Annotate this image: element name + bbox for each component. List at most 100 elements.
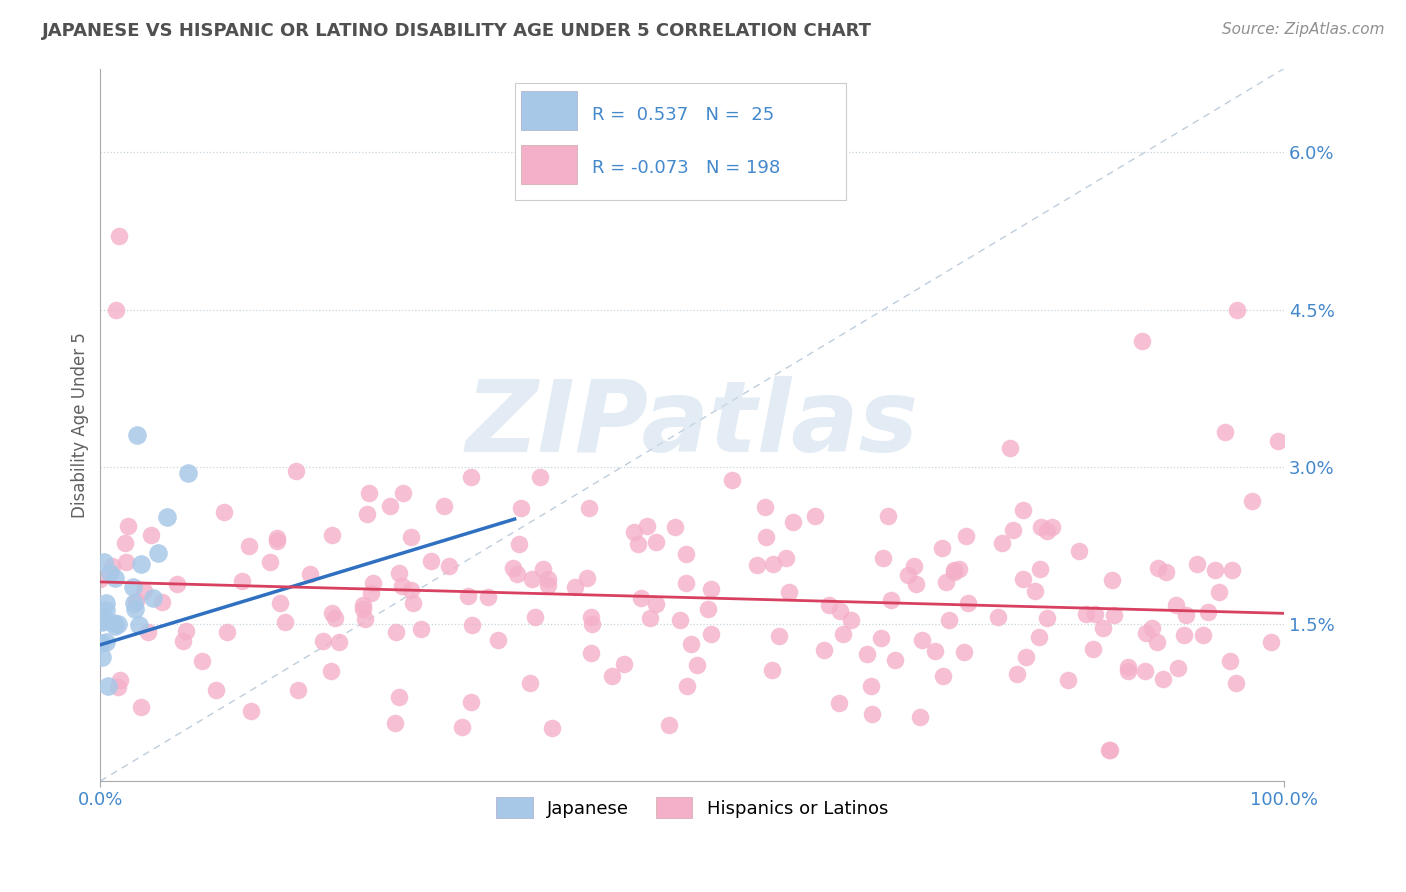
Bar [520, 145, 578, 184]
Hispanics or Latinos [576, 571, 599, 585]
Hispanics or Latinos [519, 675, 541, 690]
Hispanics or Latinos [231, 574, 253, 588]
Hispanics or Latinos [391, 486, 413, 500]
Hispanics or Latinos [139, 527, 162, 541]
Hispanics or Latinos [212, 504, 235, 518]
Hispanics or Latinos [754, 500, 776, 514]
Hispanics or Latinos [1140, 622, 1163, 636]
Hispanics or Latinos [948, 562, 970, 576]
Hispanics or Latinos [813, 643, 835, 657]
Hispanics or Latinos [101, 558, 124, 573]
Hispanics or Latinos [935, 574, 957, 589]
Hispanics or Latinos [328, 635, 350, 649]
Text: Source: ZipAtlas.com: Source: ZipAtlas.com [1222, 22, 1385, 37]
Hispanics or Latinos [761, 664, 783, 678]
Hispanics or Latinos [630, 591, 652, 605]
Hispanics or Latinos [640, 611, 662, 625]
Hispanics or Latinos [385, 624, 408, 639]
Hispanics or Latinos [1135, 626, 1157, 640]
Hispanics or Latinos [108, 673, 131, 687]
Hispanics or Latinos [505, 566, 527, 581]
Japanese [128, 618, 150, 632]
Hispanics or Latinos [1028, 630, 1050, 644]
Hispanics or Latinos [1099, 742, 1122, 756]
Hispanics or Latinos [911, 632, 934, 647]
Japanese [156, 509, 179, 524]
Hispanics or Latinos [859, 679, 882, 693]
Hispanics or Latinos [1056, 673, 1078, 687]
Hispanics or Latinos [384, 715, 406, 730]
Japanese [122, 596, 145, 610]
Hispanics or Latinos [755, 530, 778, 544]
Hispanics or Latinos [266, 531, 288, 545]
Hispanics or Latinos [1067, 544, 1090, 558]
Hispanics or Latinos [675, 576, 697, 591]
Hispanics or Latinos [1007, 667, 1029, 681]
Hispanics or Latinos [872, 551, 894, 566]
Hispanics or Latinos [1133, 664, 1156, 678]
Hispanics or Latinos [356, 508, 378, 522]
Hispanics or Latinos [644, 597, 666, 611]
Hispanics or Latinos [460, 470, 482, 484]
Hispanics or Latinos [579, 646, 602, 660]
Hispanics or Latinos [150, 595, 173, 609]
Hispanics or Latinos [581, 617, 603, 632]
Hispanics or Latinos [1084, 607, 1107, 621]
Hispanics or Latinos [1036, 524, 1059, 538]
Hispanics or Latinos [174, 624, 197, 638]
Hispanics or Latinos [266, 533, 288, 548]
Hispanics or Latinos [644, 535, 666, 549]
Hispanics or Latinos [117, 519, 139, 533]
Hispanics or Latinos [955, 529, 977, 543]
Hispanics or Latinos [380, 499, 402, 513]
Hispanics or Latinos [623, 524, 645, 539]
Hispanics or Latinos [1175, 608, 1198, 623]
Hispanics or Latinos [1152, 672, 1174, 686]
Hispanics or Latinos [104, 302, 127, 317]
Hispanics or Latinos [108, 229, 131, 244]
Hispanics or Latinos [817, 598, 839, 612]
Hispanics or Latinos [269, 596, 291, 610]
Hispanics or Latinos [240, 705, 263, 719]
Japanese [91, 615, 114, 629]
Japanese [122, 580, 145, 594]
Hispanics or Latinos [1185, 558, 1208, 572]
Hispanics or Latinos [89, 572, 111, 586]
Hispanics or Latinos [124, 594, 146, 608]
Hispanics or Latinos [1226, 302, 1249, 317]
Hispanics or Latinos [897, 567, 920, 582]
Hispanics or Latinos [129, 700, 152, 714]
Hispanics or Latinos [311, 633, 333, 648]
Hispanics or Latinos [860, 706, 883, 721]
Hispanics or Latinos [321, 606, 343, 620]
Hispanics or Latinos [658, 717, 681, 731]
Japanese [103, 615, 125, 630]
Hispanics or Latinos [1213, 425, 1236, 439]
Hispanics or Latinos [107, 680, 129, 694]
Hispanics or Latinos [613, 657, 636, 671]
Hispanics or Latinos [775, 551, 797, 566]
Japanese [94, 603, 117, 617]
Hispanics or Latinos [855, 648, 877, 662]
Hispanics or Latinos [700, 582, 723, 596]
Hispanics or Latinos [287, 682, 309, 697]
Hispanics or Latinos [419, 553, 441, 567]
Hispanics or Latinos [831, 626, 853, 640]
Hispanics or Latinos [411, 623, 433, 637]
Hispanics or Latinos [987, 610, 1010, 624]
Hispanics or Latinos [943, 563, 966, 577]
Hispanics or Latinos [433, 500, 456, 514]
Hispanics or Latinos [578, 501, 600, 516]
Hispanics or Latinos [1197, 605, 1219, 619]
Japanese [104, 619, 127, 633]
Hispanics or Latinos [664, 519, 686, 533]
Hispanics or Latinos [880, 593, 903, 607]
Hispanics or Latinos [524, 610, 547, 624]
Japanese [93, 614, 115, 628]
Hispanics or Latinos [319, 665, 342, 679]
Hispanics or Latinos [134, 583, 156, 598]
Hispanics or Latinos [1024, 583, 1046, 598]
Hispanics or Latinos [274, 615, 297, 630]
Hispanics or Latinos [1000, 442, 1022, 456]
Text: R = -0.073   N = 198: R = -0.073 N = 198 [592, 160, 780, 178]
